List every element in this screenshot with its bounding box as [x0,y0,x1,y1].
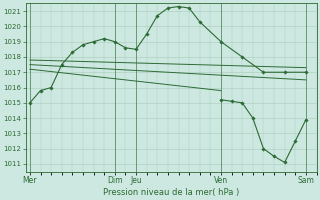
X-axis label: Pression niveau de la mer( hPa ): Pression niveau de la mer( hPa ) [103,188,239,197]
